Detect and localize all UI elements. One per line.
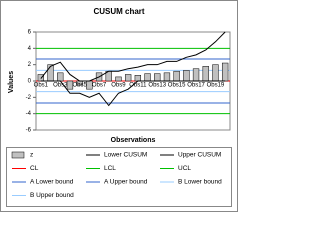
- x-tick-label: Obs11: [129, 83, 147, 89]
- x-tick-label: Obs3: [53, 83, 68, 89]
- bar: [124, 74, 132, 82]
- y-tick-label: -2: [26, 95, 32, 101]
- legend-label: CL: [30, 165, 39, 172]
- legend-label: B Upper bound: [30, 192, 74, 199]
- legend-label: UCL: [178, 165, 191, 172]
- x-tick-label: Obs7: [92, 83, 107, 89]
- bar: [144, 73, 151, 82]
- bar: [183, 70, 190, 82]
- x-tick-label: Obs9: [111, 83, 126, 89]
- y-tick-label: 6: [28, 30, 32, 36]
- x-axis-label: Observations: [111, 137, 156, 144]
- x-tick-label: Obs17: [187, 83, 205, 89]
- legend-label: Lower CUSUM: [104, 152, 147, 159]
- bar: [57, 72, 64, 82]
- bar: [173, 70, 180, 82]
- legend-label: A Upper bound: [104, 179, 148, 186]
- y-tick-label: 4: [28, 46, 32, 52]
- cusum-line: [40, 31, 226, 82]
- x-tick-label: Obs5: [72, 83, 87, 89]
- cusum-line: [40, 80, 226, 107]
- legend-label: A Lower bound: [30, 179, 74, 186]
- bar: [66, 80, 74, 90]
- x-tick-label: Obs19: [207, 83, 225, 89]
- bar: [192, 68, 200, 82]
- y-axis-label: Values: [8, 71, 15, 93]
- chart: CUSUM chart Values Observations -6 -4 -2 0 2…: [0, 0, 238, 212]
- page: {"chart_data": {"type": "control", "titl…: [0, 0, 238, 212]
- bar: [202, 66, 209, 82]
- y-tick-label: -6: [26, 128, 32, 134]
- chart-title: CUSUM chart: [93, 7, 144, 16]
- bar: [163, 72, 171, 82]
- legend-label: z: [30, 152, 33, 159]
- x-tick-label: Obs15: [168, 83, 186, 89]
- legend-box: [6, 147, 232, 207]
- bar: [212, 64, 219, 82]
- y-tick-label: 2: [28, 62, 32, 68]
- x-tick-label: Obs1: [34, 83, 49, 89]
- bar: [134, 75, 142, 82]
- bar: [154, 73, 161, 82]
- x-tick-label: Obs13: [148, 83, 166, 89]
- legend-label: LCL: [104, 165, 116, 172]
- legend-label: B Lower bound: [178, 179, 222, 186]
- y-tick-label: -4: [26, 111, 32, 117]
- bar: [47, 64, 54, 82]
- bar: [221, 62, 229, 82]
- y-tick-label: 0: [28, 79, 32, 85]
- legend-swatch: [11, 151, 25, 159]
- bar: [115, 76, 122, 82]
- legend-label: Upper CUSUM: [178, 152, 221, 159]
